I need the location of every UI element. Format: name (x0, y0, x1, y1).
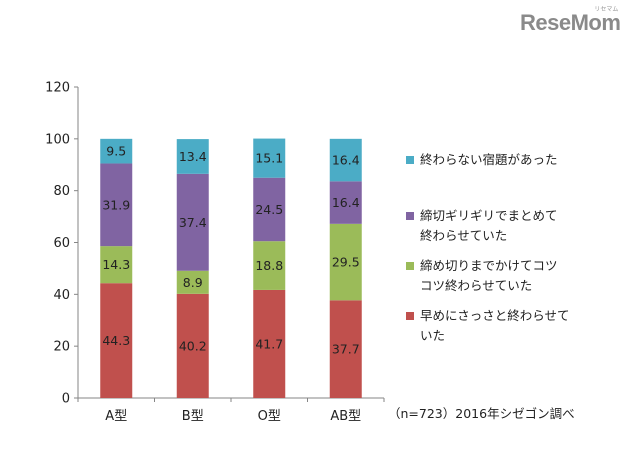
data-label: 18.8 (255, 258, 283, 273)
legend-label-line: 早めにさっさと終わらせて (420, 308, 570, 323)
bar-segment (253, 289, 286, 398)
legend-label-line: 締切ギリギリでまとめて (420, 208, 558, 223)
data-label: 9.5 (106, 144, 126, 159)
data-label: 37.4 (179, 215, 207, 230)
legend-label-line: いた (420, 328, 446, 343)
bar-segment (329, 138, 362, 182)
legend-label: 早めにさっさと終わらせて いた (420, 306, 620, 346)
x-tick-label: AB型 (330, 409, 361, 424)
legend-swatch (406, 262, 414, 270)
data-label: 29.5 (332, 255, 360, 270)
legend-label-line: コツ終わらせていた (420, 278, 533, 293)
bar-segment (100, 246, 133, 284)
y-tick-label: 0 (62, 392, 70, 407)
logo-text: ReseMom (520, 10, 621, 35)
survey-footnote: （n=723）2016年シゼゴン調べ (388, 406, 575, 421)
legend-label: 締切ギリギリでまとめて 終わらせていた (420, 206, 620, 246)
data-label: 24.5 (255, 202, 283, 217)
bar-segment (253, 177, 286, 242)
data-label: 15.1 (255, 151, 283, 166)
data-label: 8.9 (183, 275, 203, 290)
bar-segment (253, 241, 286, 290)
data-label: 16.4 (332, 153, 360, 168)
bar-segment (176, 139, 209, 174)
legend-label: 締め切りまでかけてコツ コツ終わらせていた (420, 256, 620, 296)
data-label: 44.3 (102, 333, 130, 348)
y-tick-label: 60 (53, 236, 70, 251)
y-tick-label: 40 (53, 288, 70, 303)
bar-segment (329, 223, 362, 301)
data-label: 13.4 (179, 149, 207, 164)
bar-segment (329, 181, 362, 224)
data-label: 31.9 (102, 197, 130, 212)
bar-segment (100, 163, 133, 247)
bar-segment (176, 270, 209, 294)
bar-segment (176, 293, 209, 398)
legend-label-line: 締め切りまでかけてコツ (420, 258, 558, 273)
y-tick-label: 20 (53, 340, 70, 355)
logo-subtext: リセマム (594, 7, 619, 13)
y-tick-label: 100 (45, 132, 70, 147)
legend-label-line: 終わらせていた (420, 228, 508, 243)
x-tick-label: B型 (182, 409, 204, 424)
data-label: 41.7 (255, 336, 283, 351)
data-label: 16.4 (332, 195, 360, 210)
x-tick-label: A型 (105, 409, 127, 424)
y-tick-label: 120 (45, 81, 70, 96)
legend-label-line: 終わらない宿題があった (420, 152, 558, 167)
bar-segment (329, 300, 362, 398)
data-label: 40.2 (179, 338, 207, 353)
data-label: 14.3 (102, 257, 130, 272)
bar-segment (176, 173, 209, 271)
bar-segment (253, 138, 286, 178)
legend-swatch (406, 212, 414, 220)
resemom-logo: ReseMom リセマム (520, 7, 621, 36)
data-label: 37.7 (332, 342, 360, 357)
legend-swatch (406, 156, 414, 164)
legend-swatch (406, 312, 414, 320)
bar-segment (100, 138, 133, 164)
bar-segment (100, 283, 133, 398)
y-tick-label: 80 (53, 184, 70, 199)
x-tick-label: O型 (258, 409, 281, 424)
legend-label: 終わらない宿題があった (420, 150, 620, 170)
